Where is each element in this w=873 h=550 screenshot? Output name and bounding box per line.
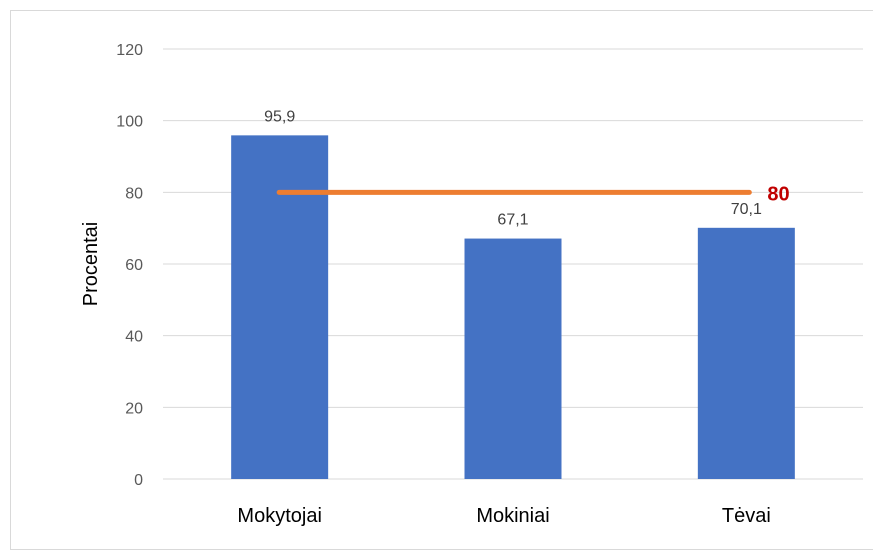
reference-line-label: 80 — [767, 183, 789, 205]
y-tick-label: 0 — [134, 472, 143, 489]
y-tick-label: 20 — [125, 400, 143, 417]
y-tick-label: 80 — [125, 185, 143, 202]
bar-chart: 0 20 40 60 80 100 120 95,9 67,1 70,1 80 Mokytoja… — [80, 42, 863, 527]
category-label: Mokiniai — [476, 505, 549, 527]
y-tick-label: 100 — [116, 114, 143, 131]
category-label: Mokytojai — [237, 505, 321, 527]
y-tick-labels: 0 20 40 60 80 100 120 — [116, 42, 143, 489]
data-label: 70,1 — [731, 201, 762, 218]
bar — [231, 135, 329, 479]
bar — [464, 238, 562, 479]
category-labels: Mokytojai Mokiniai Tėvai — [237, 505, 770, 527]
category-label: Tėvai — [722, 505, 771, 527]
bar — [697, 227, 795, 479]
data-label: 67,1 — [497, 212, 528, 229]
reference-line-group: 80 — [276, 183, 790, 205]
y-axis-title: Procentai — [80, 222, 102, 307]
bars — [231, 135, 795, 479]
data-label: 95,9 — [264, 108, 295, 125]
data-labels: 95,9 67,1 70,1 — [264, 108, 762, 228]
y-tick-label: 40 — [125, 329, 143, 346]
y-tick-label: 120 — [116, 42, 143, 59]
y-tick-label: 60 — [125, 257, 143, 274]
